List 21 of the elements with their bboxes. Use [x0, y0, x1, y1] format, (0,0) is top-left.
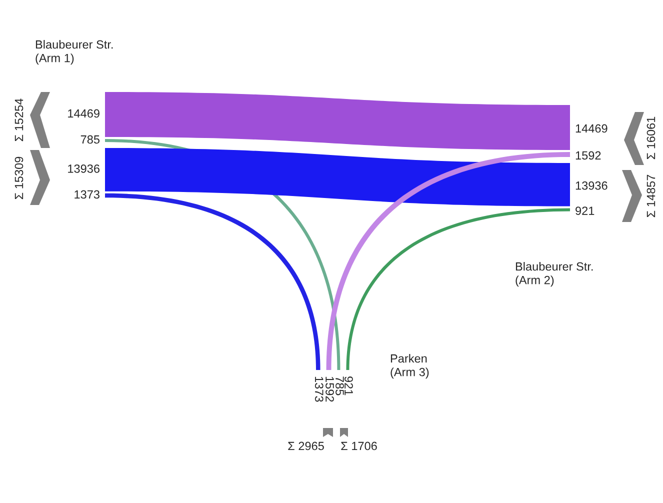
text: 1373	[314, 376, 324, 402]
data-label: 785	[336, 376, 344, 396]
text: 1592	[326, 376, 334, 402]
data-label: 921	[344, 376, 353, 396]
text: 13936	[576, 181, 608, 190]
category-label: Parken (Arm 3)	[390, 354, 429, 379]
data-label: 1592	[576, 151, 601, 160]
text: 921	[576, 206, 594, 215]
text: 785	[80, 135, 100, 144]
text: 14469	[68, 109, 100, 118]
data-label: 14469	[576, 124, 608, 133]
category-label: Blaubeurer Str. (Arm 1)	[36, 40, 113, 65]
text: Σ 15254	[14, 98, 24, 142]
text: Σ 14857	[646, 174, 656, 218]
category-label: Blaubeurer Str. (Arm 2)	[516, 262, 593, 287]
text: Σ 15309	[14, 156, 24, 200]
data-label: 1373	[74, 190, 100, 199]
text: Σ 2965	[288, 442, 324, 450]
text: Σ 1706	[341, 442, 377, 450]
text: Σ 16061	[646, 116, 656, 160]
data-label: 13936	[68, 164, 100, 173]
